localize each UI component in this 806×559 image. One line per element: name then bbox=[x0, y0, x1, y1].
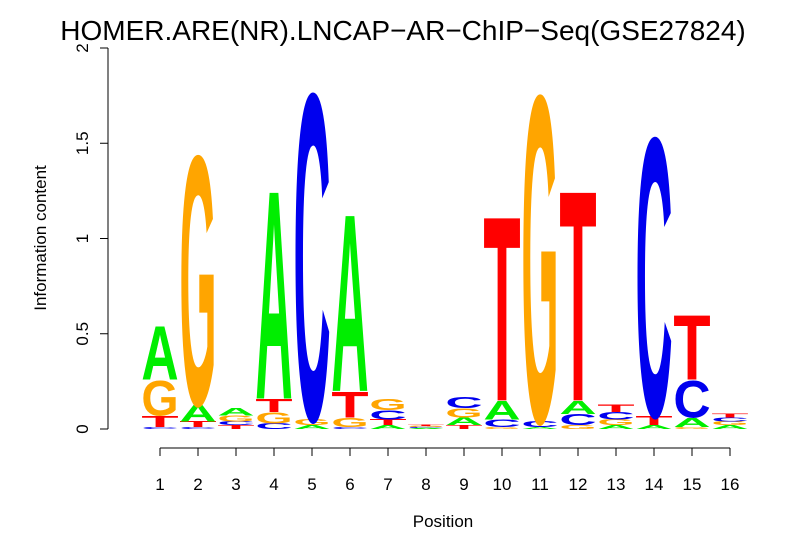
logo-letter-c: C bbox=[597, 410, 634, 422]
y-tick-label: 1.5 bbox=[73, 131, 92, 155]
logo-letter-c: C bbox=[711, 417, 748, 423]
logo-letter-a: A bbox=[179, 400, 216, 427]
x-tick-label: 4 bbox=[269, 475, 278, 494]
logo-letter-a: A bbox=[293, 424, 330, 430]
logo-letter-g: G bbox=[141, 372, 178, 427]
logo-letter-g: G bbox=[369, 396, 406, 414]
logo-letter-c: C bbox=[331, 427, 368, 430]
logo-letter-t: T bbox=[445, 424, 482, 430]
logo-letter-g: G bbox=[445, 406, 482, 421]
x-tick-label: 16 bbox=[721, 475, 740, 494]
logo-letter-a: A bbox=[369, 424, 406, 430]
logo-letter-t: T bbox=[635, 413, 672, 428]
x-tick-label: 14 bbox=[645, 475, 664, 494]
y-axis-label: Information content bbox=[31, 165, 50, 311]
logo-letter-t: T bbox=[141, 413, 178, 430]
logo-letter-g: G bbox=[559, 424, 596, 430]
logo-letter-a: A bbox=[331, 161, 368, 445]
logo-letter-g: G bbox=[255, 409, 292, 427]
logo-letter-g: G bbox=[407, 426, 444, 427]
logo-letter-g: G bbox=[293, 418, 330, 427]
logo-letter-a: A bbox=[217, 406, 254, 418]
x-tick-label: 8 bbox=[421, 475, 430, 494]
logo-letter-c: C bbox=[179, 427, 216, 430]
logo-letter-t: T bbox=[673, 296, 710, 400]
logo-letter-c: C bbox=[141, 427, 178, 430]
logo-letter-a: A bbox=[597, 424, 634, 430]
logo-letter-g: G bbox=[179, 80, 216, 479]
x-tick-label: 6 bbox=[345, 475, 354, 494]
logo-letter-t: T bbox=[255, 395, 293, 416]
logo-letter-g: G bbox=[483, 427, 520, 430]
logo-letter-t: T bbox=[179, 420, 217, 429]
logo-letter-c: C bbox=[217, 420, 254, 426]
logo-letter-g: G bbox=[217, 414, 254, 423]
logo-letter-c: C bbox=[635, 55, 672, 501]
y-tick-label: 0.5 bbox=[73, 322, 92, 346]
logo-letter-c: C bbox=[521, 420, 558, 429]
logo-letter-c: C bbox=[407, 427, 444, 428]
logo-letter-c: C bbox=[445, 394, 482, 412]
logo-letter-c: C bbox=[255, 422, 292, 431]
logo-letter-c: C bbox=[559, 411, 596, 429]
x-axis: 1 2 3 4 5 6 7 8 9 10 11 12 13 14 15 16 bbox=[155, 447, 740, 494]
logo-letter-c: C bbox=[369, 408, 406, 423]
chart-title: HOMER.ARE(NR).LNCAP−AR−ChIP−Seq(GSE27824… bbox=[60, 15, 745, 46]
x-tick-label: 15 bbox=[683, 475, 702, 494]
y-tick-label: 0 bbox=[73, 424, 92, 433]
logo-letter-a: A bbox=[559, 398, 596, 419]
logo-letter-g: G bbox=[521, 0, 558, 521]
y-tick-label: 1 bbox=[73, 234, 92, 243]
logo-letter-t: T bbox=[407, 425, 444, 426]
logo-letter-a: A bbox=[407, 428, 444, 429]
logo-letter-t: T bbox=[483, 161, 520, 457]
logo-letter-t: T bbox=[559, 129, 596, 466]
logo-letter-g: G bbox=[673, 427, 710, 430]
logo-letter-a: A bbox=[635, 424, 672, 430]
logo-letter-t: T bbox=[369, 418, 407, 427]
x-tick-label: 1 bbox=[155, 475, 164, 494]
x-tick-label: 12 bbox=[569, 475, 588, 494]
x-tick-label: 7 bbox=[383, 475, 392, 494]
x-tick-label: 5 bbox=[307, 475, 316, 494]
logo-letter-c: C bbox=[673, 371, 710, 430]
y-axis: 0 0.5 1 1.5 2 bbox=[73, 43, 109, 434]
y-tick-label: 2 bbox=[73, 43, 92, 52]
logo-letter-t: T bbox=[711, 413, 748, 419]
logo-letter-a: A bbox=[673, 415, 710, 430]
logo-letter-t: T bbox=[217, 424, 254, 430]
logo-letter-g: G bbox=[711, 421, 748, 427]
logo-letter-a: A bbox=[521, 427, 558, 430]
x-tick-label: 2 bbox=[193, 475, 202, 494]
logo-letter-a: A bbox=[711, 424, 748, 430]
logo-letter-c: C bbox=[483, 417, 520, 429]
logo-letter-g: G bbox=[331, 415, 368, 430]
x-tick-label: 11 bbox=[531, 475, 549, 494]
logo-letter-a: A bbox=[141, 310, 178, 396]
x-tick-label: 10 bbox=[493, 475, 512, 494]
logo-letter-a: A bbox=[483, 396, 520, 426]
logo-letter-c: C bbox=[293, 0, 330, 519]
x-tick-label: 9 bbox=[459, 475, 468, 494]
logo-letter-t: T bbox=[331, 384, 368, 426]
x-tick-label: 3 bbox=[231, 475, 240, 494]
x-tick-label: 13 bbox=[607, 475, 626, 494]
logo-letter-a: A bbox=[445, 416, 482, 428]
logo-letter-t: T bbox=[597, 402, 635, 414]
logo-letter-g: G bbox=[597, 418, 634, 427]
x-axis-label: Position bbox=[413, 512, 473, 531]
logo-letter-a: A bbox=[255, 130, 292, 463]
